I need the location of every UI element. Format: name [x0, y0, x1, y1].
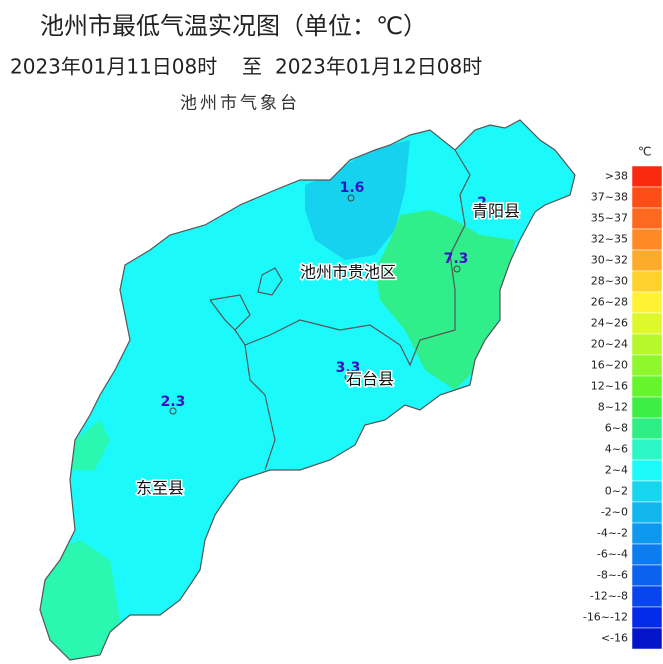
- places: 池州市贵池区 青阳县 石台县 东至县: [134, 200, 521, 499]
- county-line: [244, 344, 276, 471]
- legend-label: 32~35: [591, 233, 628, 246]
- legend-swatch: [631, 501, 663, 524]
- legend-label: 20~24: [591, 338, 628, 351]
- legend-label: 26~28: [591, 296, 628, 309]
- map-fill: [40, 120, 575, 660]
- legend-swatch: [631, 522, 663, 545]
- date-end: 2023年01月12日08时: [275, 55, 482, 79]
- legend-swatch: [631, 270, 663, 293]
- legend-swatch: [631, 165, 663, 188]
- legend-label: 35~37: [591, 212, 628, 225]
- legend-label: 37~38: [591, 191, 628, 204]
- legend-label: -8~-6: [597, 569, 628, 582]
- date-separator: 至: [242, 55, 262, 79]
- station-value: 2: [477, 195, 487, 211]
- legend-swatch: [631, 564, 663, 587]
- legend-unit: ℃: [638, 145, 651, 159]
- station-value: 7.3: [444, 251, 469, 267]
- title: 池州市最低气温实况图（单位：℃）: [40, 12, 427, 40]
- station-dot: [347, 194, 355, 202]
- station-value: 1.6: [340, 180, 365, 196]
- legend-swatch: [631, 186, 663, 209]
- legend-label: 6~8: [605, 422, 628, 435]
- legend-swatch: [631, 375, 663, 398]
- legend-swatch: [631, 438, 663, 461]
- legend-label: -2~0: [601, 506, 628, 519]
- legend-label: 30~32: [591, 254, 628, 267]
- legend-swatch: [631, 585, 663, 608]
- legend-label: 16~20: [591, 359, 628, 372]
- legend-swatch: [631, 333, 663, 356]
- legend-label: >38: [605, 170, 628, 183]
- legend-swatch: [631, 480, 663, 503]
- station-value: 2.3: [161, 394, 186, 410]
- legend-swatch: [631, 354, 663, 377]
- legend-label: 28~30: [591, 275, 628, 288]
- legend-swatch: [631, 417, 663, 440]
- legend-label: -4~-2: [597, 527, 628, 540]
- date-start: 2023年01月11日08时: [10, 55, 217, 79]
- legend-label: -16~-12: [583, 611, 628, 624]
- legend-label: 4~6: [605, 443, 628, 456]
- legend-label: 0~2: [605, 485, 628, 498]
- legend-label: 2~4: [605, 464, 628, 477]
- station-dot: [476, 208, 484, 216]
- legend-swatch: [631, 312, 663, 335]
- place-label: 东至县: [136, 479, 184, 498]
- legend-swatch: [631, 291, 663, 314]
- issuer: 池州市气象台: [180, 94, 300, 114]
- legend-label: 8~12: [598, 401, 628, 414]
- station-dot: [169, 407, 177, 415]
- place-label: 青阳县: [472, 202, 520, 221]
- legend-swatch: [631, 627, 663, 650]
- place-label: 池州市贵池区: [300, 263, 396, 282]
- lake: [257, 267, 283, 296]
- station-value: 3.3: [336, 360, 361, 376]
- station-dot: [453, 265, 461, 273]
- legend-swatch: [631, 228, 663, 251]
- place-label: 石台县: [346, 370, 394, 389]
- legend-label: 24~26: [591, 317, 628, 330]
- legend-label: -6~-4: [597, 548, 628, 561]
- legend-swatch: [631, 459, 663, 482]
- legend-label: 12~16: [591, 380, 628, 393]
- legend-swatch: [631, 606, 663, 629]
- station-dot: [344, 373, 352, 381]
- legend-swatch: [631, 396, 663, 419]
- legend-swatch: [631, 543, 663, 566]
- legend-label: -12~-8: [590, 590, 628, 603]
- stations: 1.6 2 7.3 3.3 2.3: [161, 180, 487, 415]
- legend: ℃ >38 37~38 35~37 32~35 30~32 28~30 26~28 24~26…: [583, 145, 663, 650]
- county-line: [209, 299, 236, 331]
- legend-swatch: [631, 249, 663, 272]
- legend-label: <-16: [601, 632, 628, 645]
- legend-swatch: [631, 207, 663, 230]
